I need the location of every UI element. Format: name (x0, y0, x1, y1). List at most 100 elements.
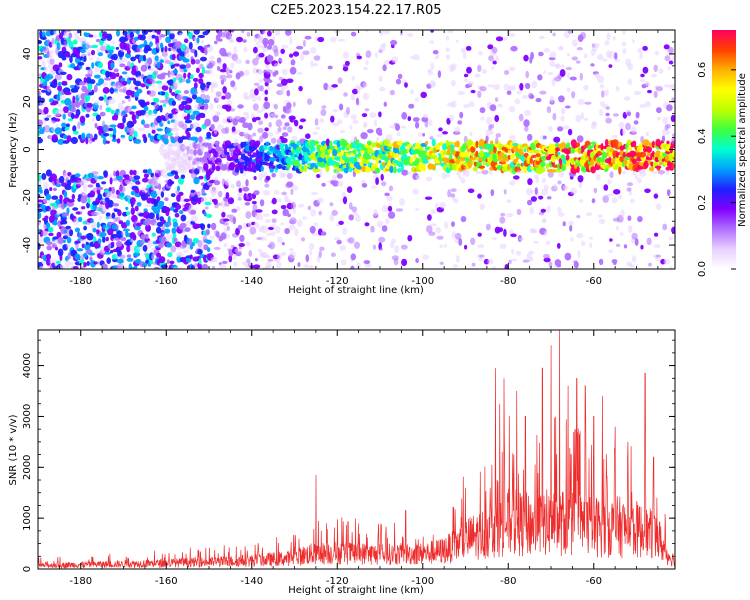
spectrogram-cell (107, 127, 114, 132)
spectrogram-cell (668, 266, 673, 269)
spectrogram-cell (583, 84, 589, 91)
spectrogram-cell (260, 165, 264, 172)
spectrogram-cell (192, 77, 199, 82)
spectrogram-cell (51, 134, 58, 141)
spectrogram-cell (479, 254, 485, 258)
spectrogram-cell (227, 248, 233, 252)
spectrogram-cell (58, 81, 62, 86)
spectrogram-cell (354, 84, 360, 89)
spectrogram-cell (593, 187, 598, 194)
spectrogram-cell (247, 151, 252, 157)
spectrogram-cell (391, 56, 399, 64)
spectrogram-cell (554, 259, 562, 267)
spectrogram-cell (175, 41, 183, 49)
spectrogram-cell (289, 53, 294, 58)
spectrogram-cell (209, 56, 215, 60)
spectrogram-cell (206, 45, 214, 53)
spectrogram-cell (56, 260, 61, 265)
spectrogram-cell (350, 253, 356, 261)
spectrogram-cell (80, 235, 87, 240)
spectrogram-cell (438, 127, 443, 132)
spectrogram-cell (252, 203, 258, 212)
spectrogram-cell (165, 233, 171, 242)
spectrogram-cell (87, 184, 94, 188)
spectrogram-cell (590, 158, 595, 167)
spectrogram-cell (255, 140, 261, 146)
spectrogram-cell (319, 118, 325, 123)
spectrogram-cell (393, 153, 400, 158)
spectrogram-cell (196, 37, 200, 44)
snr-panel: -180 -160 -140 -120 -100 -80 -6001000200030004… (8, 329, 676, 596)
spectrogram-cell (231, 53, 238, 62)
spectrogram-cell (374, 167, 381, 174)
spectrogram-cell (671, 55, 675, 64)
spectrogram-cell (289, 217, 297, 225)
spectrogram-cell (547, 72, 554, 76)
spectrogram-cell (626, 139, 632, 146)
spectrogram-cell (173, 63, 181, 67)
spectrogram-cell (210, 256, 218, 263)
spectrogram-cell (567, 30, 574, 34)
spectrogram-cell (133, 130, 138, 138)
spectrogram-cell (181, 228, 186, 233)
spectrogram-cell (616, 243, 621, 247)
spectrogram-cell (99, 104, 103, 111)
spectrogram-cell (156, 212, 160, 221)
spectrogram-cell (237, 224, 243, 230)
spectrogram-cell (279, 142, 284, 151)
spectrogram-cell (247, 193, 252, 197)
spectrogram-cell (319, 145, 326, 153)
spectrogram-cell (151, 79, 156, 84)
spectrogram-cell (451, 79, 456, 87)
spectrogram-cell (284, 228, 290, 235)
spectrogram-cell (234, 138, 239, 143)
spectrogram-cell (579, 31, 587, 40)
spectrogram-cell (269, 160, 274, 166)
spectrogram-cell (365, 50, 372, 58)
spectrogram-cell (247, 134, 253, 140)
spectrogram-cell (445, 173, 450, 178)
spectrogram-cell (539, 90, 547, 95)
spectrogram-cell (410, 89, 414, 95)
spectrogram-cell (174, 174, 180, 180)
spectrogram-cell (489, 129, 494, 135)
spectrogram-cell (97, 238, 102, 244)
spectrogram-cell (366, 129, 374, 134)
spectrogram-cell (85, 177, 91, 181)
spectrogram-cell (280, 137, 288, 144)
spectrogram-cell (475, 150, 479, 158)
spectrogram-cell (101, 181, 107, 185)
spectrogram-cell (122, 86, 127, 94)
spectrogram-cell (256, 44, 264, 49)
spectrogram-cell (590, 63, 595, 67)
spectrogram-cell (277, 236, 283, 244)
spectrogram-cell (128, 135, 135, 140)
spectrogram-cell (658, 68, 664, 75)
spectrogram-cell (95, 114, 101, 122)
spectrogram-cell (193, 91, 199, 95)
spectrogram-cell (167, 120, 171, 125)
spectrogram-cell (455, 39, 459, 43)
spectrogram-cell (538, 35, 545, 40)
spectrogram-cell (663, 44, 670, 50)
spectrogram-cell (299, 118, 306, 123)
spectrogram-cell (144, 61, 149, 68)
spectrogram-cell (508, 66, 516, 72)
spectrogram-cell (160, 191, 165, 198)
spectrogram-cell (38, 56, 43, 60)
spectrogram-cell (178, 191, 184, 196)
spectrogram-cell (596, 53, 604, 61)
spectrogram-cell (94, 122, 98, 129)
spectrogram-cell (188, 98, 193, 103)
spectrogram-cell (273, 189, 280, 195)
spectrogram-cell (225, 104, 232, 112)
spectrogram-cell (483, 266, 487, 269)
spectrogram-cell (265, 261, 272, 269)
spectrogram-cell (276, 261, 282, 269)
spectrogram-cell (107, 199, 114, 208)
spectrogram-cell (571, 39, 578, 47)
spectrogram-cell (465, 139, 474, 147)
spectrogram-cell (355, 214, 361, 223)
spectrogram-cell (159, 59, 165, 64)
spectrogram-cell (274, 70, 279, 76)
